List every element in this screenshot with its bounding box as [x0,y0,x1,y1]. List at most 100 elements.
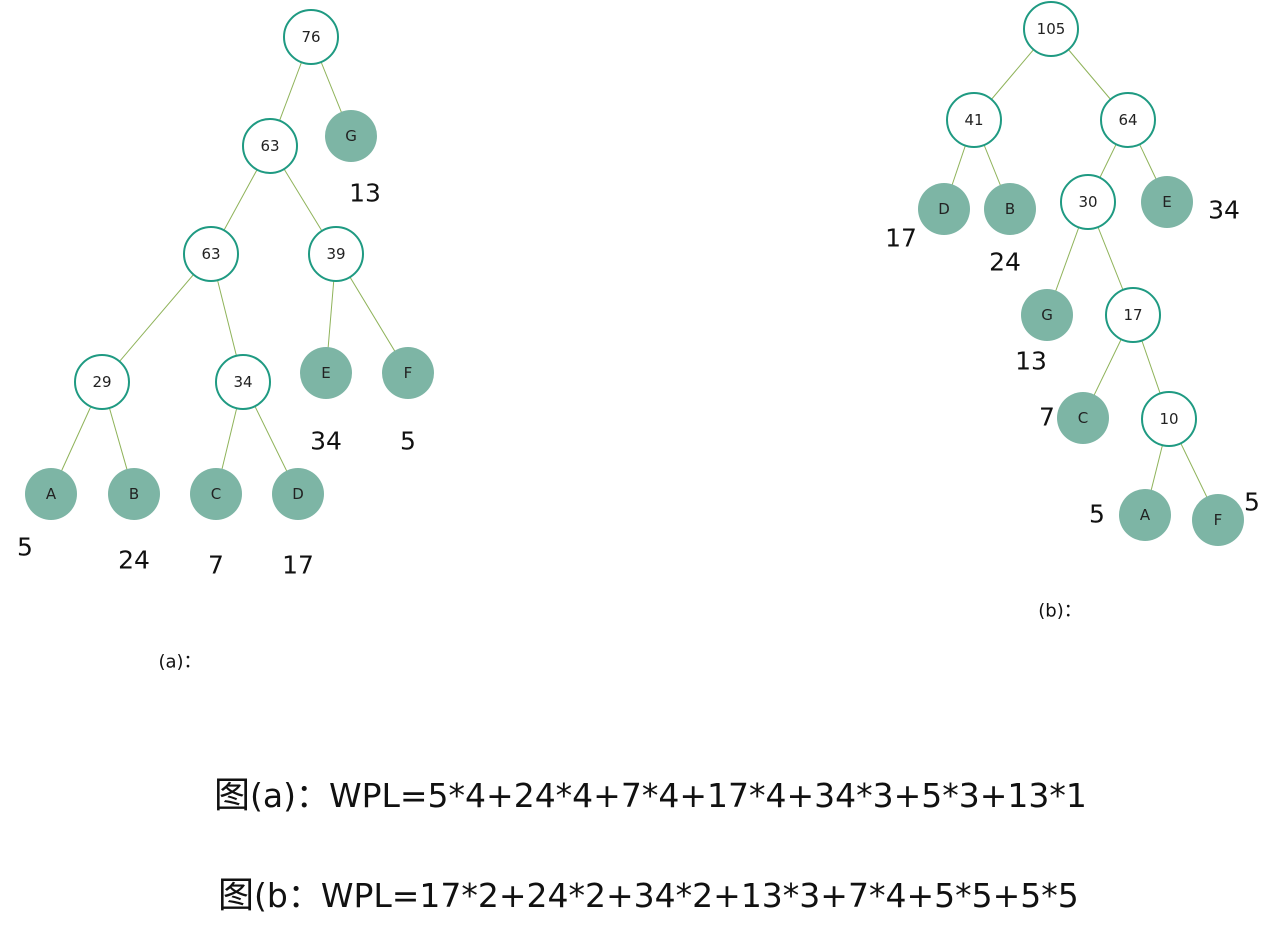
leaf-circle [325,110,377,162]
node-label: 63 [201,245,220,263]
node-label: 34 [233,373,252,391]
leaf-node-b: B [984,183,1036,235]
internal-node-34: 34 [215,354,271,410]
leaf-node-g: G [1021,289,1073,341]
leaf-weight-label: 17 [885,224,917,253]
leaf-node-e: E [1141,176,1193,228]
leaf-weight-label: 34 [1208,196,1240,225]
internal-circle [1060,174,1116,230]
leaf-weight-label: 34 [310,427,342,456]
internal-node-30: 30 [1060,174,1116,230]
leaf-weight-label: 7 [208,551,224,580]
internal-node-105: 105 [1023,1,1079,57]
node-label: 29 [92,373,111,391]
leaf-node-f: F [1192,494,1244,546]
internal-node-10: 10 [1141,391,1197,447]
node-label: 64 [1118,111,1137,129]
leaf-node-b: B [108,468,160,520]
internal-node-39: 39 [308,226,364,282]
internal-circle [74,354,130,410]
node-label: F [1214,511,1223,529]
internal-node-76: 76 [283,9,339,65]
leaf-weight-label: 24 [118,546,150,575]
wpl-formula-b: 图(b：WPL=17*2+24*2+34*2+13*3+7*4+5*5+5*5 [218,866,1079,918]
internal-node-64: 64 [1100,92,1156,148]
formula-a-text: (a)：WPL=5*4+24*4+7*4+17*4+34*3+5*3+13*1 [250,776,1087,815]
node-label: 63 [260,137,279,155]
node-label: A [46,485,57,503]
leaf-node-f: F [382,347,434,399]
internal-circle [283,9,339,65]
internal-node-41: 41 [946,92,1002,148]
leaf-circle [1119,489,1171,541]
leaf-circle [382,347,434,399]
leaf-node-d: D [272,468,324,520]
node-label: E [1162,193,1171,211]
internal-node-63: 63 [242,118,298,174]
leaf-weight-label: 5 [400,427,416,456]
node-label: 17 [1123,306,1142,324]
node-label: C [211,485,221,503]
leaf-node-c: C [190,468,242,520]
node-label: F [404,364,413,382]
tree-caption-b: (b)： [1038,601,1081,622]
leaf-weight-label: 5 [17,533,33,562]
leaf-circle [918,183,970,235]
tree-edge [101,253,212,383]
node-label: G [345,127,357,145]
leaf-circle [1141,176,1193,228]
node-label: C [1078,409,1088,427]
leaf-node-a: A [25,468,77,520]
node-label: G [1041,306,1053,324]
leaf-circle [300,347,352,399]
internal-circle [1100,92,1156,148]
node-label: A [1140,506,1151,524]
internal-circle [1141,391,1197,447]
leaf-node-d: D [918,183,970,235]
leaf-weight-label: 7 [1039,403,1055,432]
internal-circle [308,226,364,282]
formula-b-prefix: 图 [218,875,255,916]
internal-node-29: 29 [74,354,130,410]
node-label: D [292,485,304,503]
node-label: D [938,200,950,218]
internal-circle [1023,1,1079,57]
leaf-circle [272,468,324,520]
tree-a: 76 63 G 13 63 39 29 34 E 34 F 5 A 5 B 24 C 7 D 17 (a)： [17,9,434,673]
leaf-weight-label: 5 [1244,488,1260,517]
leaf-weight-label: 24 [989,248,1021,277]
node-label: 10 [1159,410,1178,428]
node-label: 39 [326,245,345,263]
leaf-weight-label: 13 [349,179,381,208]
leaf-node-g: G [325,110,377,162]
leaf-weight-label: 13 [1015,347,1047,376]
leaf-circle [1057,392,1109,444]
internal-circle [1105,287,1161,343]
node-label: 41 [964,111,983,129]
node-label: E [321,364,330,382]
node-label: 105 [1037,20,1066,38]
leaf-circle [25,468,77,520]
internal-node-63: 63 [183,226,239,282]
leaf-circle [1021,289,1073,341]
internal-circle [242,118,298,174]
leaf-node-a: A [1119,489,1171,541]
leaf-node-c: C [1057,392,1109,444]
leaf-node-e: E [300,347,352,399]
leaf-circle [108,468,160,520]
formula-b-text: (b：WPL=17*2+24*2+34*2+13*3+7*4+5*5+5*5 [254,876,1079,915]
internal-node-17: 17 [1105,287,1161,343]
wpl-formula-a: 图(a)：WPL=5*4+24*4+7*4+17*4+34*3+5*3+13*1 [214,766,1087,818]
internal-circle [183,226,239,282]
tree-b: 105 41 64 D 17 B 24 30 E 34 G 13 17 C 7 10 A 5 F 5 (b)： [885,1,1260,622]
leaf-weight-label: 5 [1089,500,1105,529]
node-label: 30 [1078,193,1097,211]
leaf-circle [984,183,1036,235]
node-label: 76 [301,28,320,46]
node-label: B [1005,200,1015,218]
internal-circle [215,354,271,410]
leaf-circle [1192,494,1244,546]
leaf-weight-label: 17 [282,551,314,580]
internal-circle [946,92,1002,148]
